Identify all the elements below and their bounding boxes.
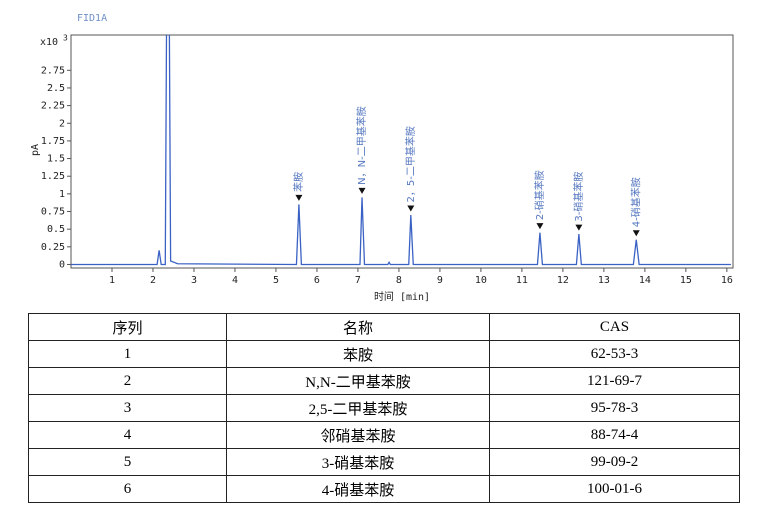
- x-tick-label: 5: [273, 275, 279, 286]
- chart: FID1A x10 3 pA 时间 [min] 0 0.25 0.5 0.75 1 1.2…: [30, 13, 734, 303]
- table-cell: 2: [28, 367, 227, 395]
- x-tick-label: 12: [557, 275, 569, 286]
- x-tick-label: 2: [150, 275, 156, 286]
- x-tick-label: 15: [680, 275, 692, 286]
- table-cell: N,N-二甲基苯胺: [226, 367, 490, 395]
- table-cell: 99-09-2: [489, 448, 740, 476]
- table-cell: 2,5-二甲基苯胺: [226, 394, 490, 422]
- x-tick-label: 11: [516, 275, 528, 286]
- table-cell: 3: [28, 394, 227, 422]
- peak-marker: [407, 205, 415, 212]
- peak-label: 4-硝基苯胺: [629, 177, 642, 227]
- table-row: 1 苯胺 62-53-3: [28, 340, 740, 368]
- x-tick-label: 3: [191, 275, 197, 286]
- header-row: 序列 名称 CAS: [28, 313, 740, 341]
- table-cell: 88-74-4: [489, 421, 740, 449]
- table-cell: 121-69-7: [489, 367, 740, 395]
- x-tick-label: 8: [396, 275, 402, 286]
- x-tick-label: 16: [721, 275, 733, 286]
- y-tick-label: 0: [59, 259, 65, 270]
- x-tick-label: 6: [314, 275, 320, 286]
- y-multiplier-exp: 3: [63, 34, 68, 43]
- y-tick-label: 2.75: [41, 65, 65, 76]
- peak-label: 苯胺: [292, 172, 305, 192]
- table-row: 2 N,N-二甲基苯胺 121-69-7: [28, 367, 740, 395]
- y-tick-label: 1.5: [47, 154, 65, 165]
- table-cell: 62-53-3: [489, 340, 740, 368]
- x-tick-label: 9: [437, 275, 443, 286]
- y-tick-label: 2.25: [41, 101, 65, 112]
- x-tick-label: 4: [232, 275, 238, 286]
- table-cell: 邻硝基苯胺: [226, 421, 490, 449]
- table-cell: 100-01-6: [489, 475, 740, 503]
- header-cell: 名称: [226, 313, 490, 341]
- header-cell: 序列: [28, 313, 227, 341]
- table-cell: 5: [28, 448, 227, 476]
- chart-title: FID1A: [77, 13, 107, 24]
- table-cell: 4: [28, 421, 227, 449]
- peak-marker: [632, 230, 640, 237]
- table-cell: 1: [28, 340, 227, 368]
- y-axis-label: pA: [30, 144, 41, 156]
- peak-label: 3-硝基苯胺: [572, 172, 585, 222]
- y-tick-label: 0.25: [41, 242, 65, 253]
- x-tick-label: 13: [598, 275, 610, 286]
- table-row: 4 邻硝基苯胺 88-74-4: [28, 421, 740, 449]
- peak-label: N，N-二甲基苯胺: [355, 106, 368, 185]
- table-row: 3 2,5-二甲基苯胺 95-78-3: [28, 394, 740, 422]
- table-cell: 6: [28, 475, 227, 503]
- table-row: 6 4-硝基苯胺 100-01-6: [28, 475, 740, 503]
- y-tick-label: 1: [59, 189, 65, 200]
- peak-marker: [536, 223, 544, 230]
- header-cell: CAS: [489, 313, 740, 341]
- x-tick-label: 14: [639, 275, 651, 286]
- peak-label: 2-硝基苯胺: [533, 170, 546, 220]
- y-tick-label: 2: [59, 118, 65, 129]
- y-tick-label: 0.5: [47, 224, 65, 235]
- x-tick-label: 7: [355, 275, 361, 286]
- plot-area: [71, 35, 731, 266]
- x-axis-label: 时间 [min]: [374, 290, 430, 303]
- y-tick-label: 0.75: [41, 207, 65, 218]
- table-cell: 3-硝基苯胺: [226, 448, 490, 476]
- y-tick-label: 1.25: [41, 171, 65, 182]
- peak-marker: [575, 224, 583, 231]
- table-cell: 苯胺: [226, 340, 490, 368]
- y-tick-label: 1.75: [41, 136, 65, 147]
- x-tick-label: 10: [475, 275, 487, 286]
- y-multiplier: x10: [40, 37, 58, 48]
- y-tick-label: 2.5: [47, 83, 65, 94]
- peak-label: 2，5-二甲基苯胺: [404, 126, 417, 202]
- signal-line: [71, 35, 731, 266]
- table-row: 5 3-硝基苯胺 99-09-2: [28, 448, 740, 476]
- plot-frame: [70, 34, 734, 269]
- table: 序列 名称 CAS 1 苯胺 62-53-3 2 N,N-二甲基苯胺 121-69-7 3 2…: [28, 313, 740, 503]
- table-cell: 95-78-3: [489, 394, 740, 422]
- x-tick-label: 1: [109, 275, 115, 286]
- table-cell: 4-硝基苯胺: [226, 475, 490, 503]
- peak-marker: [295, 194, 303, 201]
- peak-marker: [358, 187, 366, 194]
